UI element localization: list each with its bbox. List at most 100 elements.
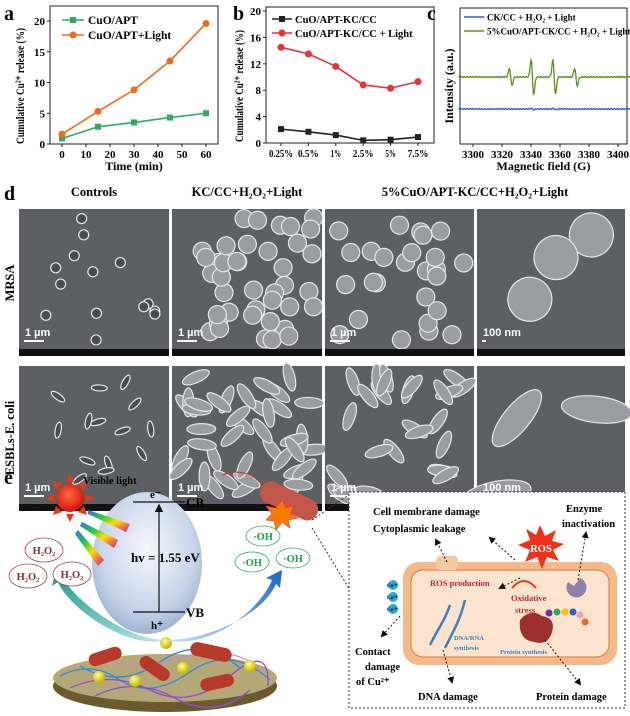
cell-shape [68,250,80,262]
data-point [304,50,312,58]
cell-shape [146,420,155,438]
data-point [305,128,312,135]
scale-bar-label: 1 µm [331,327,357,339]
sem-row-ecoli: ESBLs-E. coli [3,400,17,475]
cell-shape [300,219,321,239]
cell-shape [507,276,553,322]
cell-shape [282,362,297,392]
cell-shape [400,374,423,399]
protein-damage-label: Protein damage [536,692,607,703]
panel-label-b: b [233,3,244,25]
cell-shape [198,461,211,492]
legend-label: CuO/APT [88,15,138,27]
y-tick-label: 0 [40,139,46,151]
x-tick-label: 0.5% [298,149,319,160]
cell-shape [280,216,301,237]
cell-shape [454,253,474,273]
x-tick-label: 7.5% [408,149,429,160]
cell-shape [114,426,131,436]
oh-label-1: ·OH [253,532,273,543]
cell-shape [357,383,379,409]
data-point [387,84,395,92]
cell-shape [186,423,217,436]
y-tick-label: 16 [250,32,262,44]
cell-shape [404,424,434,440]
oxidative-label: Oxidative [511,593,547,603]
right-curved-arrow [165,570,282,642]
sem-image-mrsa-0: 1 µm [19,209,169,356]
data-point [166,57,174,65]
data-point [94,107,102,115]
cell-shape [50,390,66,403]
cell-shape [330,325,350,345]
cell-shape [184,397,214,412]
cu-ion-label-1: Cu²⁺ [387,583,398,589]
cell-shape [97,467,115,475]
y-axis-label: Cumulative Cu²⁺ release (%) [13,28,27,144]
series-line-0 [61,112,207,140]
photocatalysis-scheme: e⁻ CB VB h⁺ hv = 1.55 eV Visible light H… [8,471,351,712]
y-axis-label: Cumulative Cu²⁺ release (%) [232,30,246,142]
cell-shape [262,398,276,428]
data-point [360,137,367,144]
damage-label: damage [365,662,400,673]
cell-shape [389,215,410,235]
legend-marker [278,29,286,37]
cell-shape [262,330,282,350]
vb-label: VB [186,605,204,620]
y-tick-label: 8 [256,85,262,97]
scale-bar-label: 100 nm [483,482,521,494]
cell-shape [169,457,193,481]
cell-shape [72,473,87,485]
sun-icon [46,474,94,522]
sem-image-ecoli-1: 1 µm [169,362,329,511]
sem-image-ecoli-0: 1 µm [19,366,169,511]
enzyme-label: Enzyme [566,504,603,515]
bandgap-label: hv = 1.55 eV [131,550,200,565]
cell-shape [196,247,216,268]
x-tick-label: 0 [59,149,65,161]
scale-bar-label: 1 µm [331,482,357,494]
data-point [359,81,367,89]
cell-shape [149,308,161,320]
legend-label: CK/CC + H₂O₂ + Light [487,13,576,23]
legend-label: CuO/APT-KC/CC [295,15,377,26]
membrane-rupture [436,556,458,570]
data-point [202,19,210,27]
cell-shape [220,424,245,447]
cell-interior [410,569,610,658]
cell-shape [181,369,210,386]
inactivation-label: inactivation [562,519,615,530]
cell-shape [435,430,453,459]
data-point [332,132,339,139]
cell-shape [253,376,281,395]
cell-shape [90,307,103,319]
cell-shape [491,389,543,448]
cell-shape [216,236,236,256]
protein-icon [519,612,553,643]
cell-shape [207,304,227,325]
panel-label-e: e [4,467,13,489]
cell-shape [206,392,232,413]
cell-shape [87,266,99,278]
x-axis-label: Magnetic field (G) [497,159,591,173]
oh-label-3: ·OH [283,554,303,565]
cell-shape [413,225,433,245]
cell-shape [76,212,88,225]
data-point [59,135,65,142]
x-axis-label: Time (min) [105,159,162,173]
cell-shape [533,234,579,281]
panel-label-d: d [4,183,15,205]
hole-label: h⁺ [151,620,163,632]
sem-column-controls: Controls [71,185,117,199]
contact-label: Contact [355,647,391,658]
stress-arc [511,580,537,589]
cb-label: CB [186,495,204,510]
x-tick-label: 30 [129,149,141,161]
x-tick-label: 2.5% [353,149,374,160]
data-point [387,136,394,143]
cell-shape [374,247,394,268]
scale-bar-label: 100 nm [483,327,521,339]
legend-label: CuO/APT+Light [88,30,171,42]
